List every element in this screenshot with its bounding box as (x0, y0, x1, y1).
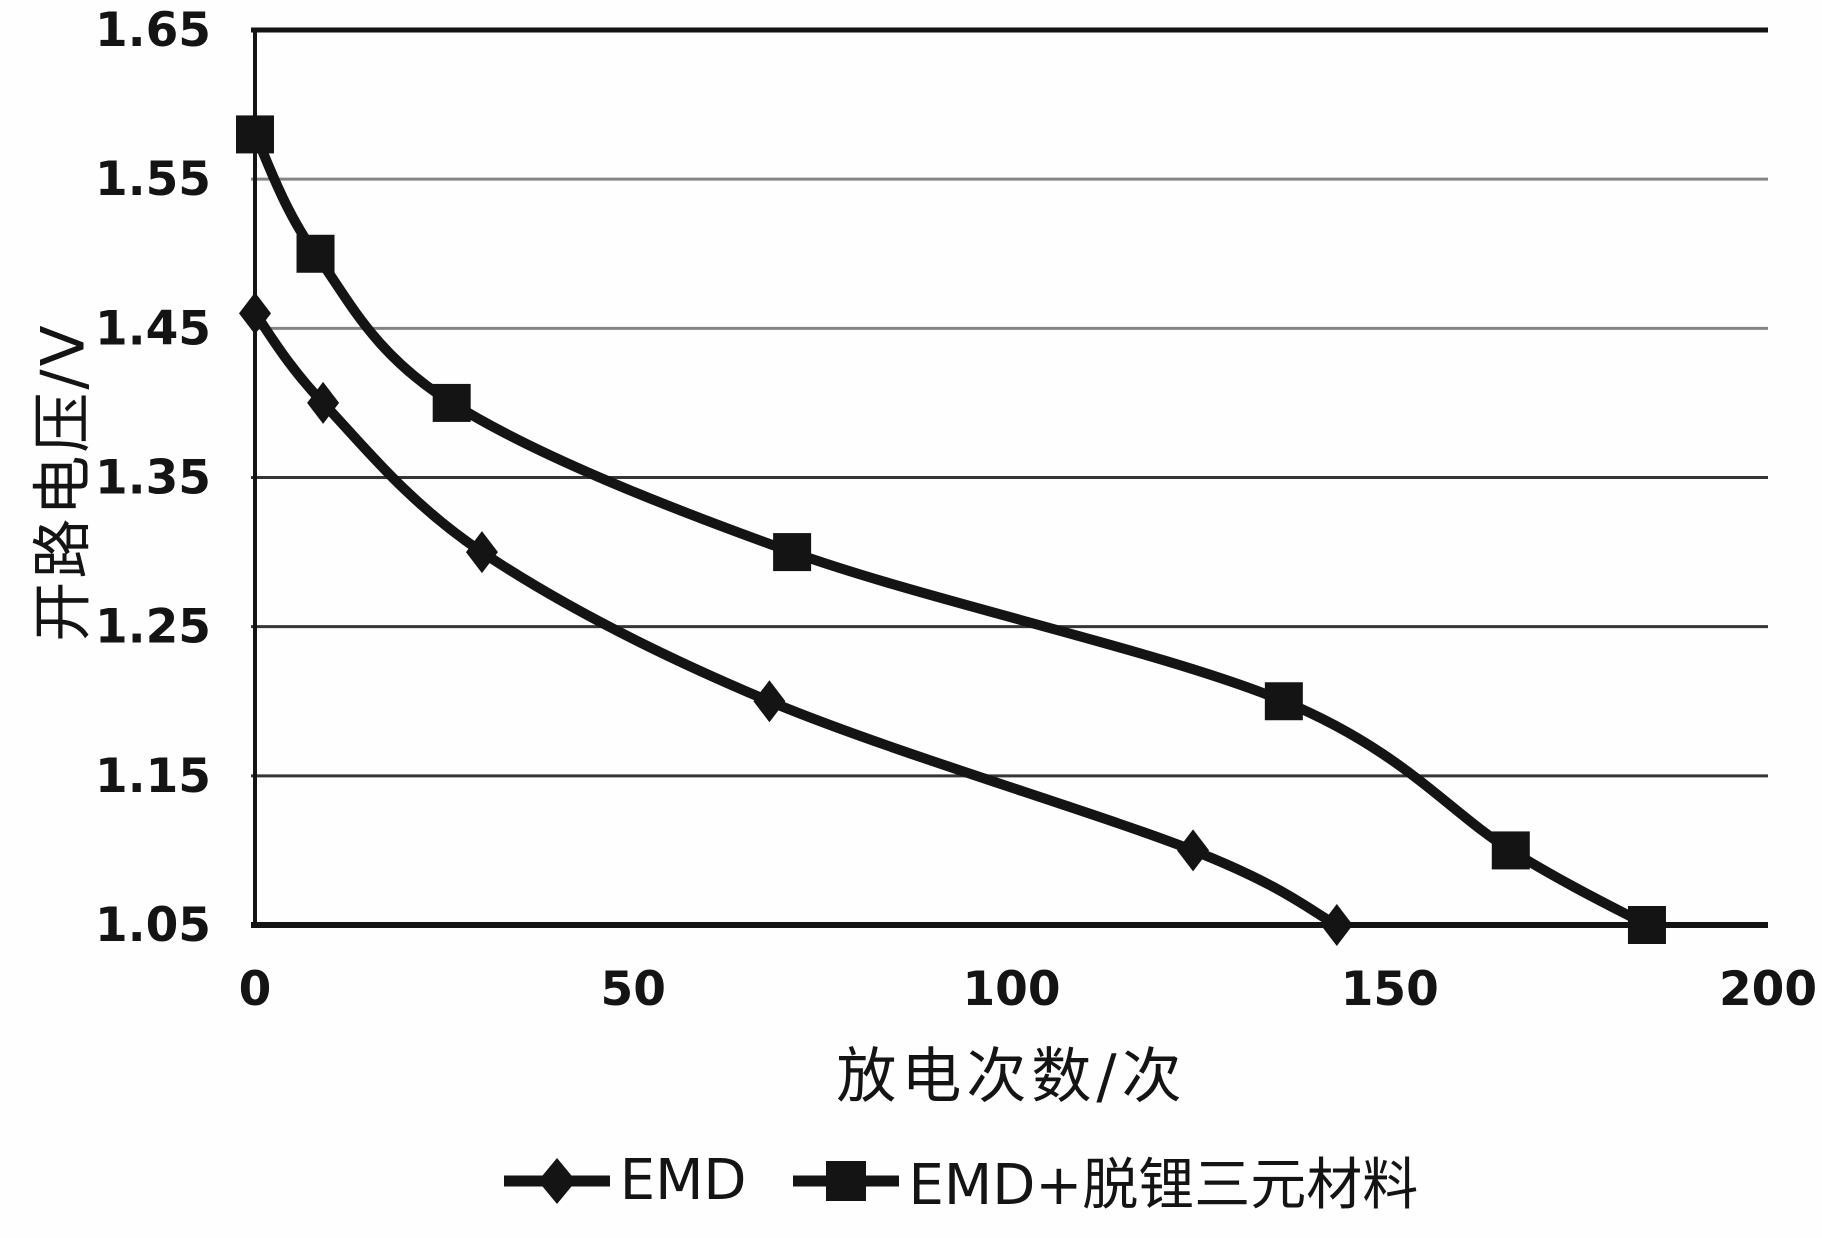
square-marker (432, 383, 471, 422)
y-axis-title: 开路电压/V (28, 322, 99, 642)
y-tick-label: 1.35 (95, 451, 211, 506)
square-marker (236, 115, 274, 154)
y-tick-label: 1.45 (95, 301, 211, 356)
y-tick-label: 1.55 (95, 152, 211, 207)
x-tick-label: 0 (239, 962, 272, 1017)
x-tick-label: 150 (1341, 962, 1439, 1017)
diamond-marker (465, 531, 498, 574)
diamond-marker (753, 680, 786, 723)
x-tick-label: 100 (962, 962, 1060, 1017)
legend: EMD EMD+脱锂三元材料 (50, 1140, 1822, 1221)
square-marker (1491, 831, 1530, 870)
x-tick-label: 200 (1719, 962, 1817, 1017)
y-tick-label: 1.65 (95, 3, 211, 58)
legend-item-emd: EMD (503, 1148, 747, 1213)
square-marker (1264, 682, 1303, 721)
diamond-line-icon (503, 1157, 610, 1204)
square-marker (773, 533, 812, 572)
series-line (250, 129, 1652, 930)
square-line-icon (792, 1160, 899, 1201)
emd-plus-series (236, 115, 1666, 944)
x-axis-title: 放电次数/次 (836, 1042, 1187, 1112)
diamond-marker (1177, 829, 1210, 872)
emd-series (239, 292, 1353, 946)
legend-item-emd-plus: EMD+脱锂三元材料 (792, 1140, 1419, 1221)
legend-label-emd-plus: EMD+脱锂三元材料 (908, 1153, 1419, 1218)
y-tick-label: 1.05 (95, 898, 211, 953)
square-marker (296, 234, 335, 273)
diamond-marker (239, 292, 271, 335)
legend-label-emd: EMD (619, 1148, 747, 1213)
square-marker (1627, 906, 1666, 944)
diamond-marker (1320, 904, 1353, 946)
series-line (250, 308, 1342, 930)
x-tick-label: 50 (601, 962, 666, 1017)
y-tick-label: 1.15 (95, 749, 211, 804)
diamond-marker (307, 381, 340, 424)
y-tick-label: 1.25 (95, 600, 211, 655)
